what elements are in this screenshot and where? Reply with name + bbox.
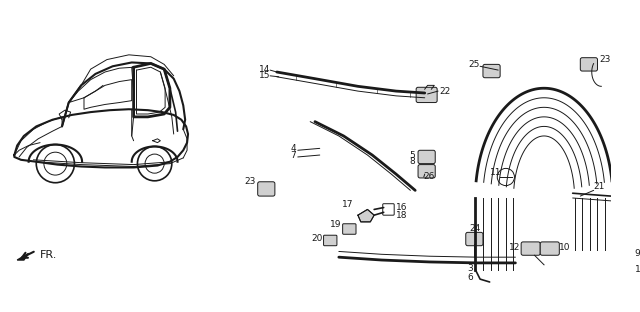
FancyBboxPatch shape <box>324 235 337 246</box>
Text: 22: 22 <box>439 87 451 95</box>
FancyBboxPatch shape <box>466 232 483 246</box>
Text: 25: 25 <box>468 60 480 69</box>
FancyBboxPatch shape <box>342 224 356 234</box>
FancyBboxPatch shape <box>258 182 275 196</box>
Text: 3: 3 <box>468 264 474 273</box>
Text: 21: 21 <box>594 182 605 191</box>
Text: 15: 15 <box>259 71 270 80</box>
FancyBboxPatch shape <box>521 242 540 255</box>
Text: FR.: FR. <box>40 250 58 260</box>
Polygon shape <box>17 253 29 260</box>
Text: 19: 19 <box>330 220 342 229</box>
FancyBboxPatch shape <box>416 87 437 103</box>
Text: 7: 7 <box>290 152 296 160</box>
Text: 4: 4 <box>291 144 296 153</box>
FancyBboxPatch shape <box>540 242 559 255</box>
Text: 26: 26 <box>424 172 435 181</box>
Text: 24: 24 <box>470 224 481 233</box>
Text: 23: 23 <box>244 177 256 186</box>
Text: 16: 16 <box>396 203 408 212</box>
Polygon shape <box>358 209 374 222</box>
FancyBboxPatch shape <box>418 165 435 178</box>
FancyBboxPatch shape <box>383 204 394 215</box>
Text: 5: 5 <box>410 151 415 159</box>
Text: 14: 14 <box>259 65 270 74</box>
Text: 8: 8 <box>410 157 415 166</box>
FancyBboxPatch shape <box>483 64 500 78</box>
Text: 18: 18 <box>396 211 408 220</box>
Text: 20: 20 <box>311 234 323 243</box>
FancyBboxPatch shape <box>580 58 598 71</box>
Text: 10: 10 <box>559 243 571 252</box>
Text: 17: 17 <box>342 200 353 209</box>
Text: 12: 12 <box>509 243 520 252</box>
FancyBboxPatch shape <box>418 150 435 163</box>
Text: 13: 13 <box>635 265 640 274</box>
Text: 23: 23 <box>600 55 611 64</box>
Text: 11: 11 <box>490 168 501 177</box>
Text: 6: 6 <box>468 273 474 282</box>
Text: 9: 9 <box>635 249 640 258</box>
